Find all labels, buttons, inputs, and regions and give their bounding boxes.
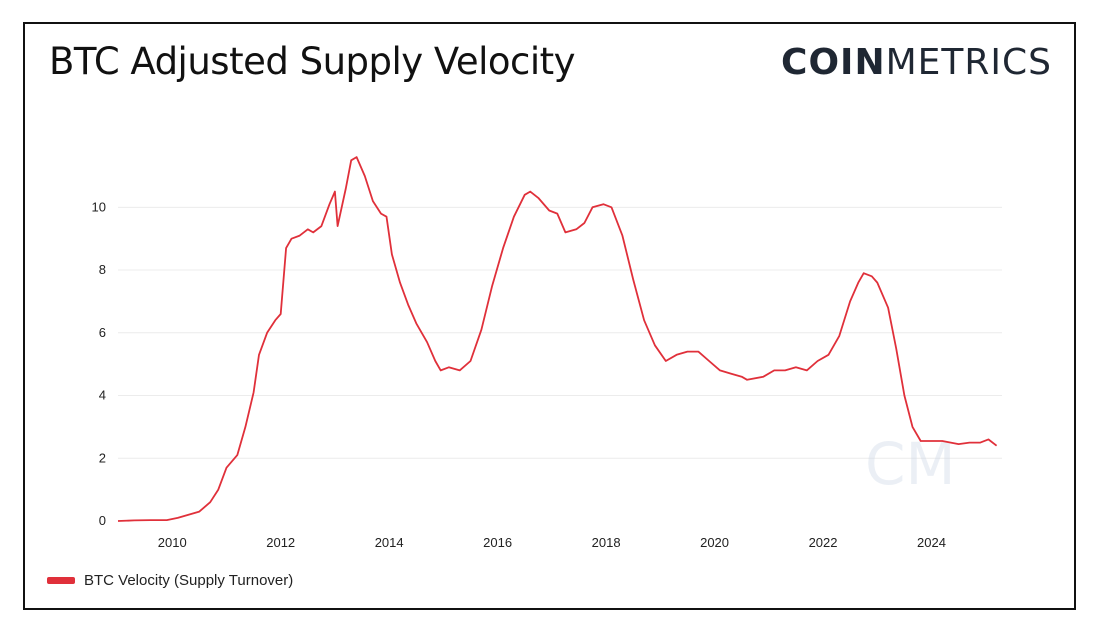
x-tick-label: 2022: [809, 535, 838, 550]
y-tick-label: 8: [99, 262, 106, 277]
logo-text-bold: COIN: [781, 42, 886, 83]
y-tick-label: 0: [99, 513, 106, 528]
legend-label: BTC Velocity (Supply Turnover): [84, 572, 294, 589]
x-tick-label: 2020: [700, 535, 729, 550]
x-tick-label: 2012: [266, 535, 295, 550]
x-tick-label: 2016: [483, 535, 512, 550]
coinmetrics-logo: COINMETRICS: [781, 42, 1052, 83]
legend[interactable]: BTC Velocity (Supply Turnover): [47, 572, 293, 589]
y-tick-label: 2: [99, 450, 106, 465]
y-axis: 0 2 4 6 8 10: [92, 199, 106, 528]
chart-title: BTC Adjusted Supply Velocity: [49, 40, 576, 83]
y-tick-label: 10: [92, 199, 106, 214]
series-line-btc-velocity: [117, 156, 998, 522]
y-tick-label: 4: [99, 388, 106, 403]
logo-text-light: METRICS: [885, 42, 1052, 83]
x-tick-label: 2018: [592, 535, 621, 550]
series-group: [117, 156, 998, 522]
grid-lines: [118, 206, 1002, 459]
x-tick-label: 2024: [917, 535, 946, 550]
y-tick-label: 6: [99, 325, 106, 340]
x-tick-label: 2014: [375, 535, 404, 550]
x-axis: 2010 2012 2014 2016 2018 2020 2022 2024: [158, 535, 946, 550]
chart-frame: BTC Adjusted Supply Velocity COINMETRICS…: [23, 22, 1076, 610]
x-tick-label: 2010: [158, 535, 187, 550]
legend-swatch: [47, 577, 75, 584]
